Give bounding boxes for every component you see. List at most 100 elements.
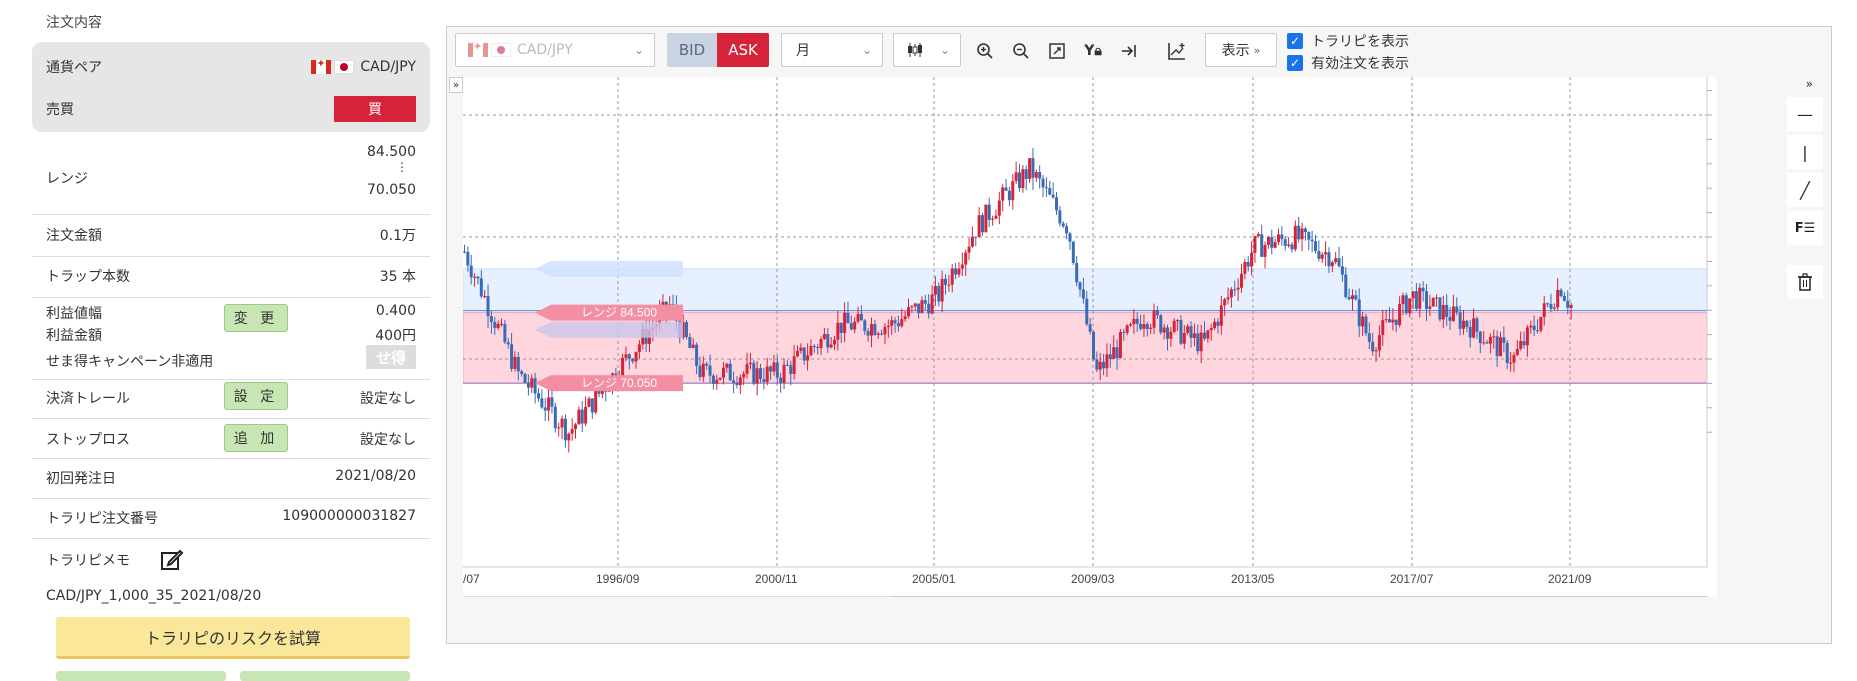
pair-select[interactable]: CAD/JPY ⌄ — [455, 33, 655, 67]
candle-body — [1438, 297, 1442, 320]
bid-ask-toggle: BID ASK — [667, 33, 769, 67]
collapse-icon[interactable]: » — [1805, 77, 1813, 91]
candle-body — [1018, 172, 1021, 189]
display-button[interactable]: 表示 » — [1205, 33, 1277, 67]
chart-type-select[interactable]: ⌄ — [893, 33, 961, 67]
candle-body — [469, 265, 473, 278]
chart-panel: CAD/JPY ⌄ BID ASK 月 ⌄ ⌄ Y🔒︎ — [446, 26, 1832, 644]
candle-body — [1061, 223, 1065, 227]
candle-body — [563, 418, 567, 441]
traps-label: トラップ本数 — [46, 269, 130, 285]
candle-body — [1078, 282, 1082, 290]
candle-body — [1024, 169, 1028, 179]
add-indicator-icon[interactable] — [1163, 37, 1191, 65]
candle-body — [796, 350, 799, 357]
candle-body — [1307, 232, 1311, 240]
candle-body — [1256, 234, 1260, 237]
candle-body — [1478, 331, 1482, 344]
candle-body — [1051, 194, 1055, 198]
candle-body — [907, 307, 910, 317]
edit-memo-icon[interactable] — [160, 548, 184, 572]
scroll-end-icon[interactable] — [1115, 37, 1143, 65]
candle-body — [1280, 234, 1284, 240]
candle-body — [873, 324, 877, 335]
trail-value: 設定なし — [360, 391, 416, 407]
candle-body — [698, 365, 702, 377]
divider — [32, 256, 430, 257]
candle-body — [1209, 328, 1213, 331]
candle-body — [809, 346, 813, 356]
candle-body — [1266, 237, 1270, 245]
candle-body — [816, 346, 820, 349]
bid-button[interactable]: BID — [667, 33, 717, 67]
candle-body — [1011, 181, 1015, 201]
candle-body — [1458, 312, 1462, 329]
candle-body — [984, 204, 988, 233]
trash-icon[interactable] — [1787, 265, 1823, 299]
fib-icon[interactable]: F☰ — [1787, 211, 1823, 245]
show-trarip-checkbox[interactable]: ✓ トラリピを表示 — [1287, 31, 1409, 51]
ask-button[interactable]: ASK — [717, 33, 769, 67]
candle-body — [1145, 324, 1149, 329]
candle-body — [1176, 320, 1180, 322]
candle-body — [483, 296, 487, 298]
candle-body — [540, 398, 544, 408]
candle-body — [1303, 228, 1307, 233]
chevron-down-icon: ⌄ — [861, 43, 872, 57]
candle-body — [1071, 241, 1075, 263]
candle-body — [974, 236, 978, 238]
candle-body — [1233, 289, 1237, 291]
candle-body — [570, 428, 574, 434]
candle-body — [1414, 291, 1418, 309]
change-profit-button[interactable]: 変 更 — [224, 304, 288, 332]
candle-body — [1182, 332, 1186, 344]
show-orders-checkbox[interactable]: ✓ 有効注文を表示 — [1287, 53, 1409, 73]
candle-body — [1129, 324, 1132, 326]
candle-body — [839, 322, 843, 333]
line-v-icon[interactable]: | — [1787, 135, 1823, 169]
candle-body — [1408, 298, 1412, 314]
campaign-label: せま得キャンペーン非適用 — [46, 354, 214, 370]
candle-body — [1277, 234, 1280, 243]
candle-body — [806, 355, 810, 361]
candle-body — [1451, 306, 1455, 321]
y-lock-icon[interactable]: Y🔒︎ — [1084, 43, 1102, 59]
chart-plot[interactable]: 125.000100.00075.000/071996/092000/11200… — [462, 77, 1763, 616]
candle-body — [1115, 347, 1119, 358]
candle-body — [560, 418, 564, 428]
candle-body — [1105, 354, 1109, 369]
candle-body — [1287, 244, 1291, 246]
risk-simulation-button[interactable]: トラリピのリスクを試算 — [56, 617, 410, 659]
candle-body — [1340, 266, 1344, 275]
pair-row: 通貨ペア CAD/JPY — [46, 54, 416, 80]
candle-body — [859, 313, 863, 321]
x-tick-label: 2009/03 — [1071, 572, 1115, 586]
zoom-in-icon[interactable] — [971, 37, 999, 65]
candle-body — [725, 363, 729, 368]
zoom-out-icon[interactable] — [1007, 37, 1035, 65]
order-panel: 注文内容 通貨ペア CAD/JPY 売買 買 レンジ 84.500 ⋮ 70.0… — [30, 0, 430, 681]
candle-body — [1462, 320, 1465, 329]
candle-body — [1351, 295, 1354, 300]
candle-body — [1199, 332, 1203, 352]
candle-body — [1485, 342, 1489, 344]
price-chart[interactable]: 125.000100.00075.000/071996/092000/11200… — [462, 77, 1763, 616]
candle-body — [977, 215, 981, 238]
stop-add-button[interactable]: 追 加 — [224, 424, 288, 452]
expand-left-icon[interactable]: » — [449, 77, 463, 93]
candle-body — [866, 331, 870, 336]
candle-body — [1310, 239, 1314, 242]
trend-line-icon[interactable]: ╱ — [1787, 173, 1823, 207]
period-select[interactable]: 月 ⌄ — [781, 33, 883, 67]
candle-body — [1300, 228, 1304, 240]
trail-setting-button[interactable]: 設 定 — [224, 382, 288, 410]
candle-body — [631, 358, 635, 362]
candle-body — [695, 344, 699, 366]
candle-body — [1320, 254, 1324, 259]
x-tick-label: /07 — [463, 572, 480, 586]
candle-body — [870, 324, 873, 336]
line-h-icon[interactable]: — — [1787, 97, 1823, 131]
japan-flag-icon — [334, 60, 355, 74]
candle-body — [1428, 306, 1432, 309]
fit-icon[interactable] — [1043, 37, 1071, 65]
